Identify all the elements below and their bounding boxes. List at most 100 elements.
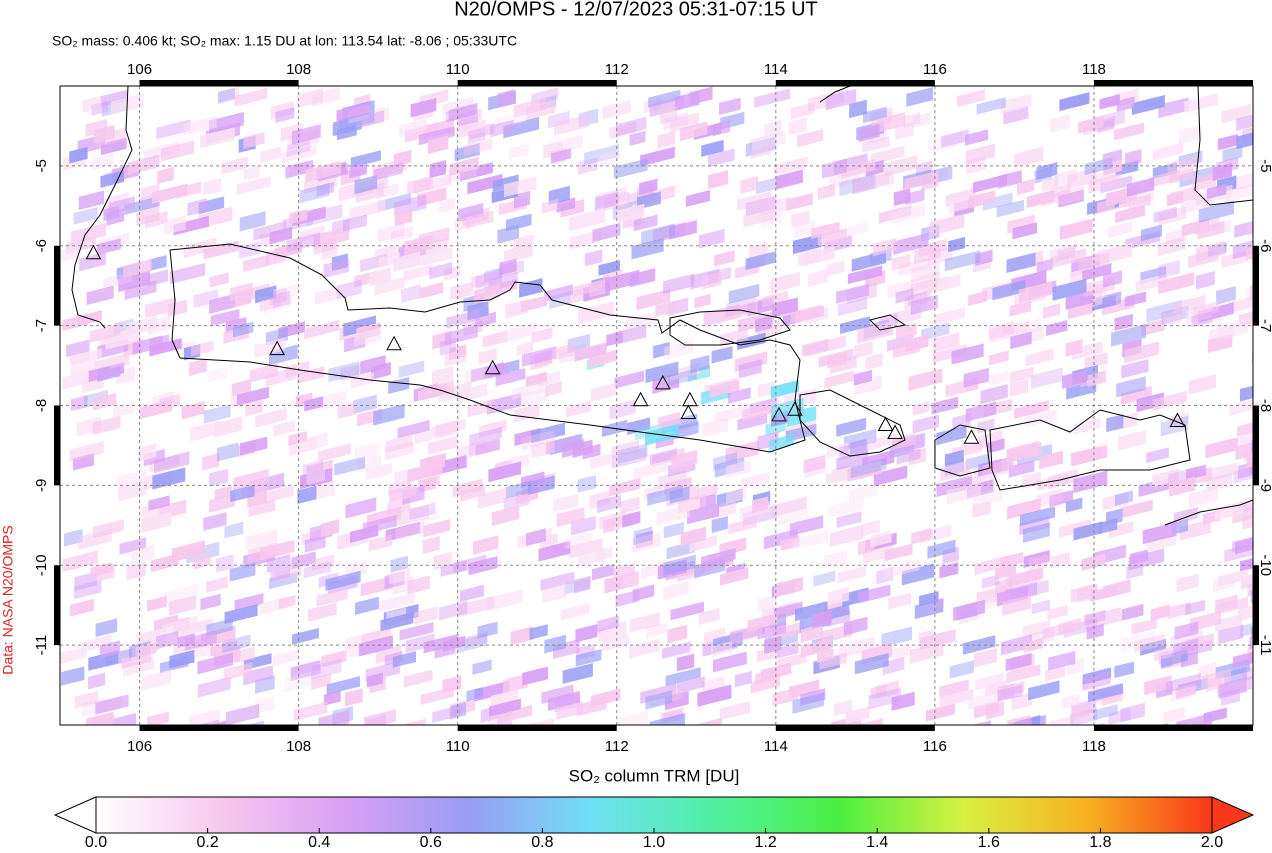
frame-bar (1253, 565, 1259, 646)
so2-pixel (1108, 520, 1134, 539)
so2-pixel (1238, 605, 1253, 622)
so2-pixel (394, 208, 413, 227)
so2-pixel (1006, 664, 1041, 684)
so2-pixel (985, 680, 1007, 697)
so2-pixel (1188, 486, 1219, 508)
so2-pixel (537, 370, 560, 387)
so2-pixel (971, 720, 991, 725)
so2-pixel (633, 459, 669, 480)
so2-pixel (264, 295, 292, 314)
so2-pixel (827, 587, 850, 606)
so2-pixel (645, 690, 673, 710)
so2-pixel (1166, 191, 1184, 207)
so2-pixel (986, 701, 1005, 720)
so2-pixel (1236, 114, 1253, 131)
so2-pixel (1083, 609, 1106, 626)
so2-pixel (719, 567, 749, 586)
so2-pixel (344, 688, 363, 707)
so2-pixel (1239, 432, 1253, 447)
so2-pixel (666, 541, 695, 560)
so2-pixel (109, 712, 137, 725)
so2-pixel (708, 170, 729, 190)
so2-pixel (109, 350, 131, 369)
so2-pixel (574, 575, 591, 594)
so2-pixel (854, 341, 873, 359)
so2-pixel (1009, 366, 1034, 384)
x-tick-label: 110 (446, 738, 470, 755)
so2-pixel (160, 140, 194, 162)
so2-pixel (1134, 633, 1165, 653)
so2-pixel (377, 192, 411, 213)
so2-pixel (1121, 603, 1144, 621)
so2-pixel (940, 460, 971, 482)
so2-pixel (236, 176, 271, 195)
so2-pixel (284, 669, 321, 693)
so2-pixel (617, 710, 649, 725)
so2-pixel (318, 443, 351, 463)
so2-pixel (701, 271, 722, 290)
so2-pixel (173, 215, 210, 236)
so2-pixel (615, 324, 647, 346)
so2-pixel (459, 584, 484, 602)
so2-pixel (1158, 272, 1195, 295)
so2-pixel (819, 652, 847, 670)
so2-pixel (463, 320, 483, 336)
so2-pixel (639, 178, 658, 195)
so2-pixel (770, 379, 799, 399)
so2-pixel (839, 636, 875, 659)
so2-pixel (741, 472, 770, 490)
so2-pixel (1239, 385, 1253, 402)
so2-pixel (209, 272, 229, 288)
so2-pixel (526, 99, 556, 120)
so2-pixel (1082, 671, 1111, 692)
so2-pixel (772, 621, 804, 641)
so2-pixel (1131, 94, 1165, 116)
so2-pixel (418, 383, 447, 402)
so2-pixel (737, 412, 768, 431)
so2-pixel (388, 376, 410, 395)
so2-pixel (823, 550, 848, 569)
so2-pixel (126, 561, 146, 581)
so2-pixel (871, 145, 905, 165)
so2-field (60, 86, 1253, 725)
so2-pixel (525, 371, 547, 388)
so2-pixel (1095, 722, 1105, 725)
so2-pixel (575, 623, 598, 643)
so2-pixel (103, 205, 120, 222)
so2-pixel (689, 535, 718, 553)
so2-pixel (1028, 680, 1060, 701)
so2-pixel (551, 148, 572, 164)
so2-pixel (914, 243, 941, 265)
so2-pixel (1216, 318, 1249, 341)
colorbar-tick-label: 1.6 (978, 834, 1000, 851)
so2-pixel (91, 100, 109, 116)
so2-pixel (393, 251, 421, 272)
so2-pixel (1102, 149, 1123, 166)
so2-pixel (273, 290, 291, 309)
so2-pixel (66, 339, 90, 358)
so2-pixel (588, 349, 618, 368)
so2-pixel (633, 214, 658, 232)
so2-pixel (189, 358, 207, 376)
so2-pixel (203, 404, 231, 424)
so2-pixel (853, 369, 873, 386)
so2-pixel (685, 190, 711, 207)
sulawesi (1194, 86, 1253, 206)
so2-pixel (850, 457, 887, 479)
so2-pixel (792, 530, 829, 551)
so2-pixel (803, 454, 826, 474)
so2-pixel (1087, 370, 1107, 388)
so2-pixel (374, 277, 405, 296)
so2-pixel (498, 259, 525, 278)
so2-pixel (296, 88, 323, 109)
so2-pixel (1126, 177, 1155, 197)
madura (669, 309, 791, 346)
so2-pixel (669, 486, 690, 504)
so2-pixel (1140, 224, 1162, 242)
so2-pixel (1135, 273, 1167, 293)
so2-pixel (118, 270, 150, 293)
so2-pixel (544, 284, 573, 302)
so2-pixel (1141, 318, 1165, 337)
so2-pixel (494, 720, 513, 725)
so2-pixel (259, 295, 281, 312)
